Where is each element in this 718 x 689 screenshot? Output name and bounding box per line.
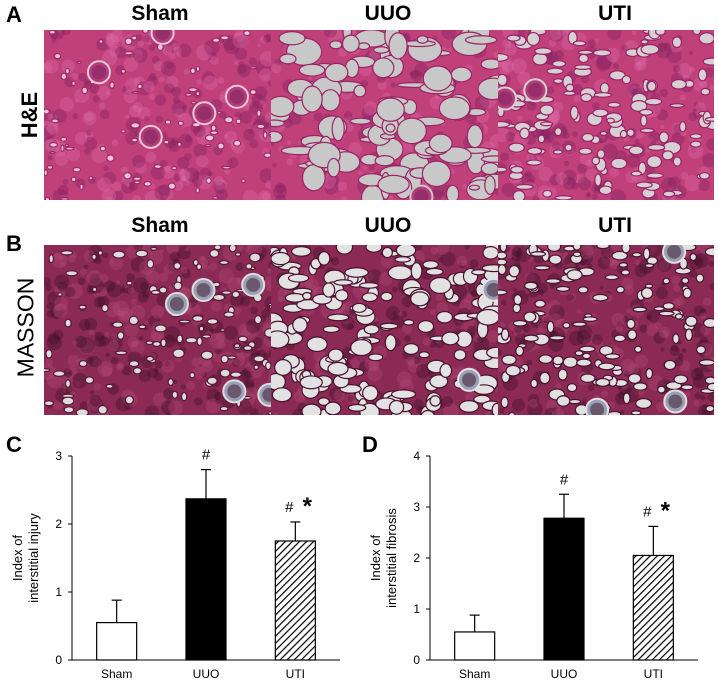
column-title-sham-a: Sham — [131, 2, 189, 25]
chart-d-y-axis-label-line: Index of — [368, 534, 383, 581]
chart-c-annotation-hash-uti: # — [285, 499, 294, 516]
chart-c-y-axis-label: Index of interstitial injury — [10, 513, 41, 603]
chart-d-bar-uuo — [543, 517, 585, 661]
chart-c-annotation-star-uti: * — [303, 493, 313, 520]
chart-d-bar-uti — [632, 554, 674, 661]
column-title-sham-b: Sham — [131, 214, 189, 237]
column-title-uti-b: UTI — [598, 214, 632, 237]
chart-c-y-axis-label-line: Index of — [10, 534, 25, 581]
row-label-he: H&E — [17, 91, 42, 139]
chart-c-y-tick-label: 1 — [55, 585, 62, 599]
chart-d-y-axis-label-line: interstitial fibrosis — [384, 508, 399, 608]
chart-c-y-axis-label-line: interstitial injury — [26, 513, 41, 603]
chart-c-interstitial-injury: 0 1 2 3 Index of interstitial injury Sham UUO # U… — [0, 430, 360, 684]
chart-d-bar-sham — [454, 631, 496, 661]
chart-d-y-tick-label: 3 — [413, 500, 420, 514]
chart-d-y-tick-label: 4 — [413, 449, 420, 463]
chart-d-x-tick-label-sham: Sham — [459, 667, 490, 681]
chart-c-x-tick-label-sham: Sham — [101, 667, 132, 681]
panel-letter-d: D — [362, 432, 378, 457]
row-label-masson: MASSON — [12, 277, 39, 378]
chart-c-bar-sham — [96, 622, 138, 661]
chart-c-y-tick-label: 3 — [55, 449, 62, 463]
chart-c-annotation-uuo: # — [202, 447, 211, 464]
micrograph-masson-uuo — [271, 245, 503, 415]
chart-d-y-tick-label: 2 — [413, 551, 420, 565]
column-title-uti-a: UTI — [598, 2, 632, 25]
chart-c-x-tick-label-uuo: UUO — [193, 667, 220, 681]
chart-c-y-tick-label: 2 — [55, 517, 62, 531]
panel-letter-a: A — [6, 2, 22, 27]
panel-letter-c: C — [6, 432, 22, 457]
micrograph-masson-sham — [44, 245, 276, 415]
column-title-uuo-b: UUO — [364, 214, 412, 237]
chart-d-x-tick-label-uuo: UUO — [551, 667, 578, 681]
chart-d-y-tick-label: 0 — [413, 653, 420, 667]
chart-d-y-axis-label: Index of interstitial fibrosis — [368, 508, 399, 608]
chart-c-bar-uti — [274, 540, 316, 661]
column-title-uuo-a: UUO — [364, 2, 412, 25]
micrograph-masson-uti — [498, 245, 718, 415]
chart-d-annotation-star-uti: * — [661, 497, 671, 524]
micrograph-he-uti — [498, 30, 718, 200]
chart-c-bar-uuo — [185, 498, 227, 661]
micrograph-he-uuo — [271, 30, 503, 200]
chart-d-y-tick-label: 1 — [413, 602, 420, 616]
chart-d-annotation-uuo: # — [560, 471, 569, 488]
chart-d-x-tick-label-uti: UTI — [644, 667, 663, 681]
chart-c-x-tick-label-uti: UTI — [286, 667, 305, 681]
chart-d-interstitial-fibrosis: 0 1 2 3 4 Index of interstitial fibrosis Sham UU… — [358, 430, 718, 684]
chart-d-annotation-hash-uti: # — [643, 503, 652, 520]
chart-c-y-tick-label: 0 — [55, 653, 62, 667]
panel-letter-b: B — [6, 231, 22, 256]
micrograph-he-sham — [44, 30, 276, 200]
